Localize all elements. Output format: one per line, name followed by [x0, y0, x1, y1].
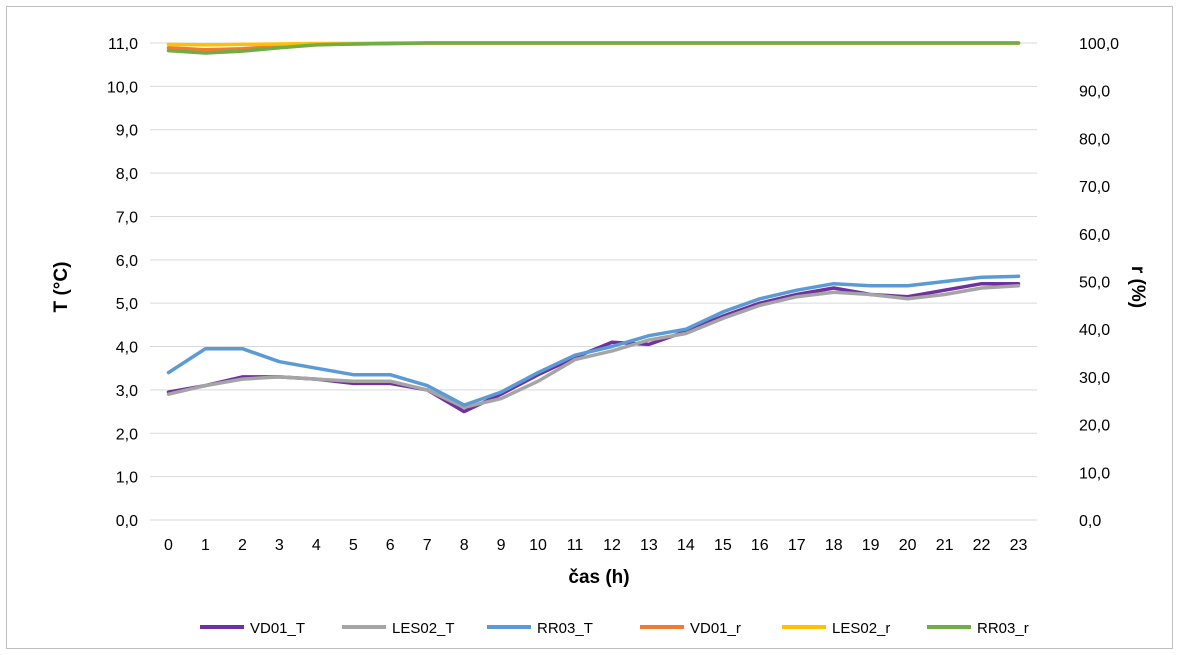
y-right-tick-label: 40,0 [1079, 322, 1110, 339]
legend-label: LES02_r [832, 620, 890, 637]
legend-item-rr03-t: RR03_T [487, 620, 593, 637]
x-tick-label: 3 [275, 537, 284, 554]
x-tick-label: 21 [936, 537, 954, 554]
x-tick-label: 18 [825, 537, 843, 554]
legend-label: VD01_T [250, 620, 305, 637]
y-left-tick-label: 1,0 [116, 470, 138, 487]
y-left-tick-label: 9,0 [116, 123, 138, 140]
x-tick-label: 20 [899, 537, 917, 554]
legend: VD01_T LES02_T RR03_T VD01_r LES02_r RR03_r [200, 620, 1029, 637]
x-tick-label: 11 [567, 537, 584, 554]
x-tick-label: 13 [640, 537, 658, 554]
x-tick-label: 2 [238, 537, 247, 554]
y-right-tick-label: 100,0 [1079, 36, 1119, 53]
x-tick-label: 4 [312, 537, 321, 554]
y-axis-right-title: r (%) [1127, 266, 1148, 308]
series-line-les02-t [166, 284, 1021, 410]
x-axis-title: čas (h) [568, 567, 629, 588]
gridlines [150, 42, 1037, 521]
y-right-tick-label: 80,0 [1079, 131, 1110, 148]
y-left-tick-label: 8,0 [116, 166, 138, 183]
y-right-tick-label: 30,0 [1079, 370, 1110, 387]
legend-item-vd01-t: VD01_T [200, 620, 305, 637]
y-right-tick-label: 0,0 [1079, 513, 1101, 530]
series-line-rr03-r [166, 41, 1021, 55]
y-right-tick-label: 20,0 [1079, 418, 1110, 435]
legend-item-rr03-r: RR03_r [927, 620, 1029, 637]
x-tick-label: 5 [349, 537, 358, 554]
x-tick-label: 8 [460, 537, 469, 554]
y-right-tick-label: 70,0 [1079, 179, 1110, 196]
x-tick-label: 12 [603, 537, 621, 554]
x-tick-label: 0 [164, 537, 173, 554]
x-tick-label: 9 [497, 537, 506, 554]
x-tick-label: 10 [529, 537, 547, 554]
y-left-tick-label: 2,0 [116, 426, 138, 443]
x-tick-label: 7 [423, 537, 432, 554]
y-right-tick-label: 60,0 [1079, 227, 1110, 244]
y-right-tick-label: 10,0 [1079, 465, 1110, 482]
y-left-tick-label: 11,0 [108, 36, 138, 53]
y-right-tick-label: 50,0 [1079, 275, 1110, 292]
legend-item-vd01-r: VD01_r [640, 620, 741, 637]
series-lines [166, 41, 1021, 414]
x-tick-label: 16 [751, 537, 769, 554]
legend-item-les02-t: LES02_T [342, 620, 455, 637]
x-tick-label: 1 [201, 537, 210, 554]
y-left-tick-label: 4,0 [116, 340, 138, 357]
x-tick-label: 22 [973, 537, 991, 554]
x-tick-label: 19 [862, 537, 880, 554]
legend-label: RR03_T [537, 620, 593, 637]
legend-label: LES02_T [392, 620, 455, 637]
y-axis-left-title: T (°C) [51, 262, 72, 313]
x-tick-label: 6 [386, 537, 395, 554]
y-left-tick-label: 6,0 [116, 253, 138, 270]
series-line-rr03-t [166, 274, 1021, 407]
chart-frame: 0,0 1,0 2,0 3,0 4,0 5,0 6,0 7,0 8,0 9,0 10,0 11,0 0… [6, 6, 1173, 649]
legend-label: VD01_r [690, 620, 741, 637]
x-tick-label: 17 [788, 537, 806, 554]
y-left-tick-label: 10,0 [107, 79, 138, 96]
y-left-tick-label: 7,0 [116, 209, 138, 226]
legend-label: RR03_r [977, 620, 1029, 637]
legend-item-les02-r: LES02_r [782, 620, 890, 637]
x-tick-label: 15 [714, 537, 732, 554]
x-tick-label: 14 [677, 537, 695, 554]
y-left-tick-label: 5,0 [116, 296, 138, 313]
y-right-tick-label: 90,0 [1079, 84, 1110, 101]
y-left-tick-label: 0,0 [116, 513, 138, 530]
chart-svg: 0,01,02,03,04,05,06,07,08,09,010,011,0 0… [51, 36, 1148, 637]
x-tick-label: 23 [1010, 537, 1028, 554]
y-axis-left-ticks: 0,0 1,0 2,0 3,0 4,0 5,0 6,0 7,0 8,0 9,0 10,0 11,0 [107, 36, 138, 530]
y-left-tick-label: 3,0 [116, 383, 138, 400]
y-axis-right-ticks: 0,0 10,0 20,0 30,0 40,0 50,0 60,0 70,0 80,0 90,0 1… [1079, 36, 1119, 530]
x-axis-ticks: 0 1 2 3 4 5 6 7 8 9 10 11 12 13 14 15 16 17 18 19 20 21 22 23 [164, 537, 1027, 554]
